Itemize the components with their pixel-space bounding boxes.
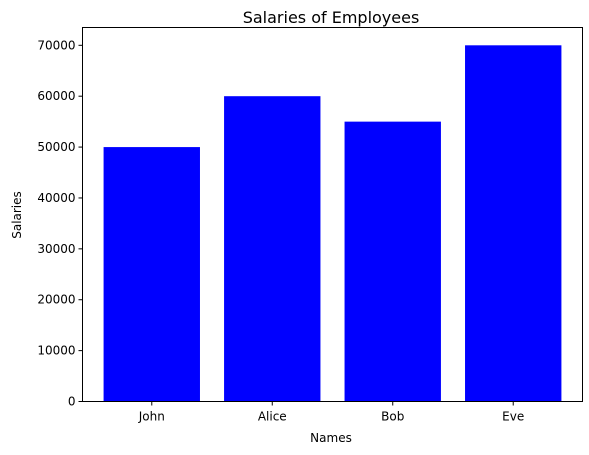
x-tick-label: Alice (258, 410, 287, 424)
y-tick-label: 40000 (37, 191, 75, 205)
plot-frame (82, 27, 583, 402)
y-tick-label: 30000 (37, 242, 75, 256)
y-tick-label: 0 (68, 395, 76, 409)
bar-john (103, 147, 200, 402)
bar-alice (224, 96, 321, 402)
x-tick-label: John (138, 410, 165, 424)
x-tick-label: Eve (502, 410, 524, 424)
x-tick-label: Bob (381, 410, 404, 424)
y-tick-label: 10000 (37, 344, 75, 358)
y-tick-label: 70000 (37, 38, 75, 52)
bar-bob (344, 121, 441, 402)
y-tick-label: 20000 (37, 293, 75, 307)
y-tick-label: 60000 (37, 89, 75, 103)
y-tick-label: 50000 (37, 140, 75, 154)
y-axis-label: Salaries (10, 191, 24, 239)
bars-group (103, 45, 562, 402)
x-axis-ticks: John Alice Bob Eve (138, 401, 524, 424)
chart-title: Salaries of Employees (243, 8, 420, 27)
x-axis-label: Names (310, 431, 352, 445)
y-axis-ticks: 0 10000 20000 30000 40000 50000 60000 70000 (37, 38, 83, 409)
bar-eve (465, 45, 562, 402)
